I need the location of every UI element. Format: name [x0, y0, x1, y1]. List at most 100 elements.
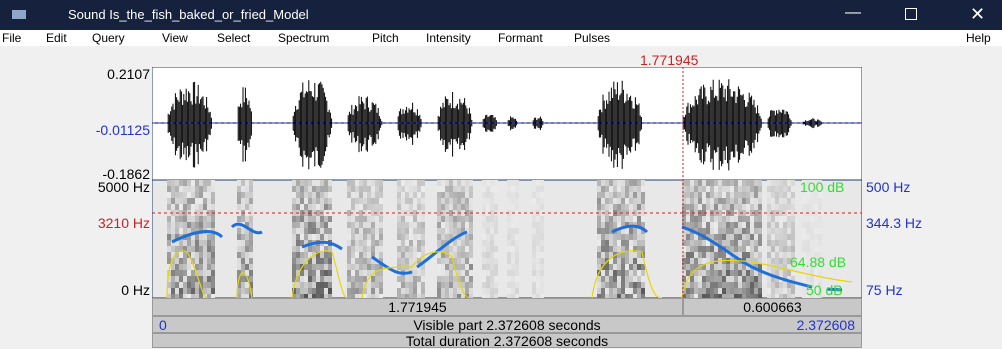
spectrogram-cell — [409, 186, 413, 192]
spectrogram-cell — [237, 180, 241, 186]
spectrogram-cell — [359, 240, 363, 246]
menu-item[interactable]: Query — [92, 31, 125, 45]
spectrogram-cell — [507, 264, 511, 270]
spectrogram-cell — [532, 288, 536, 294]
spectrogram-cell — [405, 198, 409, 204]
spectrogram-cell — [730, 246, 734, 252]
spectrogram-cell — [203, 282, 207, 288]
spectrogram-cell — [405, 216, 409, 222]
spectrogram-cell — [203, 264, 207, 270]
spectrogram-cell — [245, 246, 249, 252]
spectrogram-cell — [714, 252, 718, 258]
spectrogram-cell — [304, 192, 308, 198]
spectrogram-cell — [742, 252, 746, 258]
spectrogram-cell — [601, 222, 605, 228]
spectrogram-cell — [746, 180, 750, 186]
left-segment[interactable]: 1.771945 — [152, 298, 683, 316]
spectrogram-cell — [405, 276, 409, 282]
spectrogram-cell — [441, 258, 445, 264]
spectrogram-cell — [775, 288, 779, 294]
menu-item[interactable]: Spectrum — [278, 31, 329, 45]
spectrogram-cell — [359, 222, 363, 228]
spectrogram-cell — [461, 180, 465, 186]
maximize-button[interactable] — [905, 8, 917, 20]
spectrogram-cell — [730, 192, 734, 198]
spectrogram-cell — [405, 228, 409, 234]
spectrogram-cell — [320, 252, 324, 258]
spectrogram-cell — [421, 282, 425, 288]
spectrogram-cell — [791, 192, 795, 198]
spectrogram-cell — [328, 270, 332, 276]
spectrogram-cell — [641, 276, 645, 282]
spectrogram-cell — [625, 240, 629, 246]
spectrogram-cell — [355, 192, 359, 198]
spectrogram-cell — [787, 282, 791, 288]
spectrogram-cell — [706, 222, 710, 228]
menu-item[interactable]: File — [2, 31, 21, 45]
spectrogram-cell — [637, 288, 641, 294]
spectrogram-cell — [625, 204, 629, 210]
spectrogram-cell — [787, 288, 791, 294]
spectrogram-cell — [367, 264, 371, 270]
spectrogram-cell — [355, 222, 359, 228]
spectrogram-cell — [738, 282, 742, 288]
spectrogram-cell — [207, 252, 211, 258]
spectrogram-cell — [511, 180, 515, 186]
spectrogram-cell — [802, 216, 806, 222]
spectrogram-cell — [199, 216, 203, 222]
menu-item[interactable]: Intensity — [426, 31, 471, 45]
spectrogram-cell — [690, 192, 694, 198]
menu-item[interactable]: Pitch — [372, 31, 399, 45]
spectrogram-cell — [351, 186, 355, 192]
menu-item[interactable]: View — [162, 31, 188, 45]
close-button[interactable]: ✕ — [970, 4, 985, 25]
spectrogram-cell — [409, 228, 413, 234]
spectrogram-cell — [367, 282, 371, 288]
spectrogram-cell — [621, 270, 625, 276]
spectrogram-cell — [710, 252, 714, 258]
spectrogram-cell — [409, 246, 413, 252]
spectrogram-cell — [211, 180, 215, 186]
spectrogram-cell — [405, 180, 409, 186]
spectrogram-cell — [783, 204, 787, 210]
menu-item[interactable]: Pulses — [574, 31, 610, 45]
spectrogram-cell — [718, 234, 722, 240]
spectrogram-cell — [249, 180, 253, 186]
spectrogram-cell — [633, 276, 637, 282]
spectrogram-cell — [453, 180, 457, 186]
spectrogram-cell — [532, 240, 536, 246]
menu-item[interactable]: Help — [966, 31, 991, 45]
spectrogram-cell — [355, 204, 359, 210]
spectrogram-cell — [324, 234, 328, 240]
total-duration-bar[interactable]: Total duration 2.372608 seconds — [152, 333, 862, 348]
spectrogram-cell — [802, 246, 806, 252]
spectrogram-cell — [490, 216, 494, 222]
menu-item[interactable]: Edit — [46, 31, 67, 45]
spectrogram-cell — [609, 198, 613, 204]
spectrogram-cell — [771, 198, 775, 204]
spectrogram-cell — [308, 288, 312, 294]
spectrogram-cell — [702, 180, 706, 186]
spectrogram-cell — [347, 282, 351, 288]
spectrogram-cell — [241, 192, 245, 198]
spectrogram-cell — [175, 270, 179, 276]
sound-view[interactable] — [152, 67, 862, 298]
spectrogram-cell — [449, 180, 453, 186]
spectrogram-cell — [718, 180, 722, 186]
spectrogram-cell — [718, 204, 722, 210]
menu-item[interactable]: Formant — [498, 31, 543, 45]
spectrogram-cell — [316, 270, 320, 276]
spectrogram-cell — [511, 192, 515, 198]
spectrogram-cell — [738, 186, 742, 192]
spectrogram-cell — [347, 180, 351, 186]
visible-part-bar[interactable]: 0 Visible part 2.372608 seconds 2.372608 — [152, 316, 862, 333]
spectrogram-cell — [371, 204, 375, 210]
spectrogram-cell — [490, 228, 494, 234]
menu-item[interactable]: Select — [217, 31, 250, 45]
spectrogram-cell — [734, 192, 738, 198]
spectrogram-cell — [437, 204, 441, 210]
spectrogram-cell — [179, 192, 183, 198]
right-segment[interactable]: 0.600663 — [683, 298, 862, 316]
spectrogram-cell — [245, 288, 249, 294]
minimize-button[interactable]: — — [845, 4, 861, 22]
